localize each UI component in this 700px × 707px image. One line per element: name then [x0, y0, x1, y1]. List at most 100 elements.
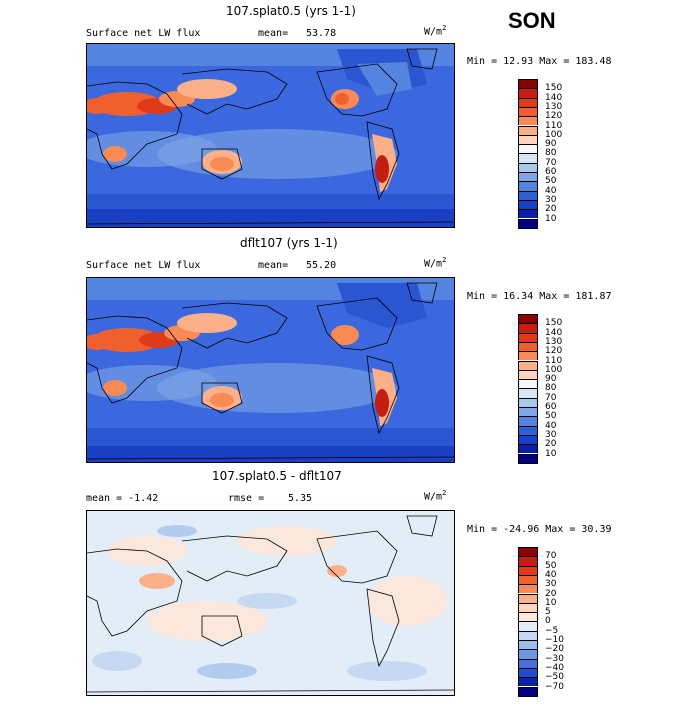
panel-2-map [86, 277, 455, 463]
colorbar-label: 60 [545, 167, 557, 177]
colorbar-swatch [518, 453, 538, 463]
panel-2-units: W/m2 [424, 256, 447, 270]
panel-1-title: 107.splat0.5 (yrs 1-1) [226, 4, 356, 18]
colorbar-label: 40 [545, 420, 557, 431]
colorbar-swatch [518, 425, 538, 435]
colorbar-label: −10 [545, 635, 564, 645]
colorbar-swatch [518, 640, 538, 650]
panel-2-field-plot [87, 278, 454, 462]
colorbar-swatch [518, 79, 538, 89]
colorbar-label: 110 [545, 355, 563, 366]
colorbar-swatch [518, 630, 538, 640]
colorbar-swatch [518, 209, 538, 219]
colorbar-swatch [518, 351, 538, 361]
colorbar-label: −20 [545, 644, 564, 655]
colorbar-swatch [518, 218, 538, 228]
colorbar-swatch [518, 97, 538, 107]
colorbar-swatch [518, 134, 538, 145]
colorbar-label: 150 [545, 83, 563, 94]
colorbar-label: −40 [545, 662, 564, 673]
season-label: SON [508, 8, 556, 33]
colorbar-label: 40 [545, 569, 557, 580]
colorbar-label: 30 [545, 429, 557, 440]
panel-3-min-max: Min = -24.96 Max = 30.39 [467, 524, 612, 535]
colorbar-label: 80 [545, 383, 557, 394]
colorbar-swatch [518, 565, 538, 575]
colorbar-label: 80 [545, 148, 557, 159]
colorbar-label: 60 [545, 402, 557, 412]
colorbar-swatch [518, 106, 538, 117]
panel-2-mean-value: 55.20 [306, 260, 337, 271]
colorbar-swatch [518, 677, 538, 687]
panel-1-map [86, 43, 455, 228]
colorbar-swatch [518, 649, 538, 659]
colorbar-label: −50 [545, 672, 564, 683]
panel-3-title: 107.splat0.5 - dflt107 [212, 469, 342, 483]
colorbar-label: 130 [545, 101, 563, 112]
colorbar-swatch [518, 621, 538, 631]
panel-3-map [86, 510, 455, 696]
panel-2-mean-label: mean= [258, 260, 289, 271]
colorbar-label: −5 [545, 625, 559, 636]
colorbar-swatch [518, 556, 538, 566]
colorbar-swatch [518, 172, 538, 182]
colorbar-swatch [518, 584, 538, 594]
panel-1-mean-value: 53.78 [306, 28, 337, 39]
colorbar-label: 20 [545, 204, 557, 215]
colorbar-label: 150 [545, 318, 563, 329]
colorbar-swatch [518, 434, 538, 445]
colorbar-label: 40 [545, 185, 557, 196]
colorbar-swatch [518, 444, 538, 454]
colorbar-label: 100 [545, 364, 563, 375]
colorbar-swatch [518, 153, 538, 163]
colorbar-swatch [518, 574, 538, 585]
colorbar-label: 90 [545, 139, 557, 150]
colorbar-swatch [518, 162, 538, 172]
colorbar-swatch [518, 416, 538, 426]
colorbar-swatch [518, 379, 538, 389]
colorbar-swatch [518, 397, 538, 407]
colorbar-swatch [518, 593, 538, 603]
colorbar-label: 70 [545, 551, 557, 562]
colorbar-swatch [518, 407, 538, 417]
colorbar-label: 10 [545, 213, 557, 224]
colorbar-label: 20 [545, 588, 557, 599]
colorbar-swatch [518, 116, 538, 126]
panel-2-title: dflt107 (yrs 1-1) [240, 236, 338, 250]
colorbar-label: 0 [545, 616, 551, 627]
panel-3-rmse-value: 5.35 [288, 493, 313, 504]
colorbar-label: 5 [545, 607, 551, 618]
panel-3-mean-label: mean = -1.42 [86, 493, 159, 504]
colorbar-label: 140 [545, 327, 563, 338]
colorbar-swatch [518, 125, 538, 135]
colorbar-swatch [518, 181, 538, 191]
colorbar-swatch [518, 323, 538, 333]
colorbar-swatch [518, 602, 538, 613]
panel-1-units: W/m2 [424, 24, 447, 38]
colorbar-label: −30 [545, 653, 564, 664]
colorbar-label: 50 [545, 560, 557, 571]
panel-1-mean-label: mean= [258, 28, 289, 39]
colorbar-swatch [518, 332, 538, 342]
colorbar-label: 130 [545, 336, 563, 347]
colorbar-label: 70 [545, 157, 557, 168]
colorbar-label: 50 [545, 176, 557, 187]
panel-1-field-plot [87, 44, 454, 227]
panel-2-min-max: Min = 16.34 Max = 181.87 [467, 291, 612, 302]
colorbar-label: 10 [545, 597, 557, 608]
colorbar-swatch [518, 341, 538, 352]
colorbar-swatch [518, 369, 538, 380]
colorbar-label: 120 [545, 346, 563, 357]
panel-2-colorbar: 150 140 130 120 110 100 90 80 70 60 50 40 30 20 10 [518, 314, 578, 474]
colorbar-swatch [518, 190, 538, 200]
panel-3-units: W/m2 [424, 489, 447, 503]
colorbar-swatch [518, 686, 538, 696]
panel-2-field-label: Surface net LW flux [86, 260, 201, 271]
colorbar-swatch [518, 612, 538, 622]
colorbar-swatch [518, 88, 538, 98]
colorbar-swatch [518, 388, 538, 398]
colorbar-label: 30 [545, 194, 557, 205]
colorbar-swatch [518, 144, 538, 154]
colorbar-label: 110 [545, 120, 563, 131]
colorbar-label: 70 [545, 392, 557, 403]
